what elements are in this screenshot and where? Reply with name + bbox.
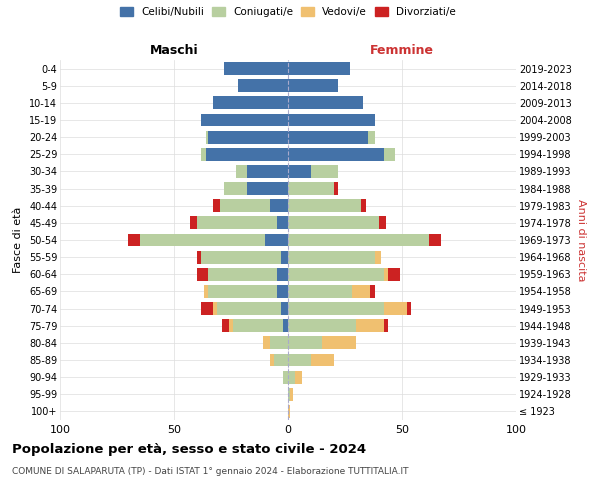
Bar <box>202 148 206 160</box>
Bar <box>288 285 352 298</box>
Bar <box>224 182 247 195</box>
Bar <box>384 302 407 315</box>
Y-axis label: Anni di nascita: Anni di nascita <box>575 198 586 281</box>
Bar <box>222 320 229 332</box>
Bar <box>288 200 361 212</box>
Bar <box>356 320 384 332</box>
Bar <box>202 114 288 126</box>
Bar <box>283 370 288 384</box>
Bar <box>288 370 295 384</box>
Bar <box>213 96 288 110</box>
Bar <box>208 130 288 143</box>
Bar <box>206 130 208 143</box>
Bar <box>238 80 288 92</box>
Bar <box>430 234 441 246</box>
Text: Popolazione per età, sesso e stato civile - 2024: Popolazione per età, sesso e stato civil… <box>12 442 366 456</box>
Bar <box>247 182 288 195</box>
Bar <box>288 234 430 246</box>
Bar <box>407 302 411 315</box>
Bar <box>388 268 400 280</box>
Bar <box>208 285 277 298</box>
Bar <box>288 302 384 315</box>
Bar <box>229 320 233 332</box>
Bar <box>288 80 338 92</box>
Bar <box>236 165 247 178</box>
Bar <box>206 148 288 160</box>
Bar <box>288 130 368 143</box>
Bar <box>334 182 338 195</box>
Bar <box>368 130 374 143</box>
Bar <box>288 62 350 75</box>
Legend: Celibi/Nubili, Coniugati/e, Vedovi/e, Divorziati/e: Celibi/Nubili, Coniugati/e, Vedovi/e, Di… <box>117 4 459 20</box>
Bar <box>361 200 365 212</box>
Bar <box>288 320 356 332</box>
Bar <box>374 250 382 264</box>
Bar <box>311 165 338 178</box>
Bar <box>288 388 290 400</box>
Bar <box>384 320 388 332</box>
Bar <box>224 62 288 75</box>
Bar <box>202 302 213 315</box>
Bar <box>263 336 270 349</box>
Y-axis label: Fasce di età: Fasce di età <box>13 207 23 273</box>
Bar <box>384 268 388 280</box>
Bar <box>288 148 384 160</box>
Bar <box>270 200 288 212</box>
Bar <box>288 405 290 418</box>
Bar <box>288 336 322 349</box>
Bar <box>202 250 281 264</box>
Bar <box>274 354 288 366</box>
Text: Maschi: Maschi <box>149 44 199 57</box>
Bar <box>197 216 277 230</box>
Bar <box>283 320 288 332</box>
Bar <box>247 165 288 178</box>
Bar <box>277 216 288 230</box>
Bar <box>288 268 384 280</box>
Bar <box>384 148 395 160</box>
Bar <box>311 354 334 366</box>
Bar <box>140 234 265 246</box>
Bar <box>295 370 302 384</box>
Bar <box>288 96 363 110</box>
Bar <box>277 285 288 298</box>
Bar <box>265 234 288 246</box>
Bar <box>288 182 334 195</box>
Bar <box>277 268 288 280</box>
Bar <box>270 354 274 366</box>
Bar <box>217 302 281 315</box>
Bar <box>197 250 202 264</box>
Bar <box>370 285 374 298</box>
Bar <box>213 302 217 315</box>
Bar <box>128 234 140 246</box>
Bar <box>213 200 220 212</box>
Bar <box>220 200 270 212</box>
Bar <box>233 320 283 332</box>
Bar <box>288 165 311 178</box>
Bar <box>290 388 293 400</box>
Bar <box>288 114 374 126</box>
Bar <box>270 336 288 349</box>
Bar <box>352 285 370 298</box>
Bar <box>208 268 277 280</box>
Bar <box>281 302 288 315</box>
Bar <box>288 354 311 366</box>
Bar <box>281 250 288 264</box>
Bar <box>322 336 356 349</box>
Text: COMUNE DI SALAPARUTA (TP) - Dati ISTAT 1° gennaio 2024 - Elaborazione TUTTITALIA: COMUNE DI SALAPARUTA (TP) - Dati ISTAT 1… <box>12 468 409 476</box>
Bar <box>197 268 208 280</box>
Bar <box>288 216 379 230</box>
Bar <box>190 216 197 230</box>
Bar <box>203 285 208 298</box>
Bar <box>288 250 374 264</box>
Text: Femmine: Femmine <box>370 44 434 57</box>
Bar <box>379 216 386 230</box>
